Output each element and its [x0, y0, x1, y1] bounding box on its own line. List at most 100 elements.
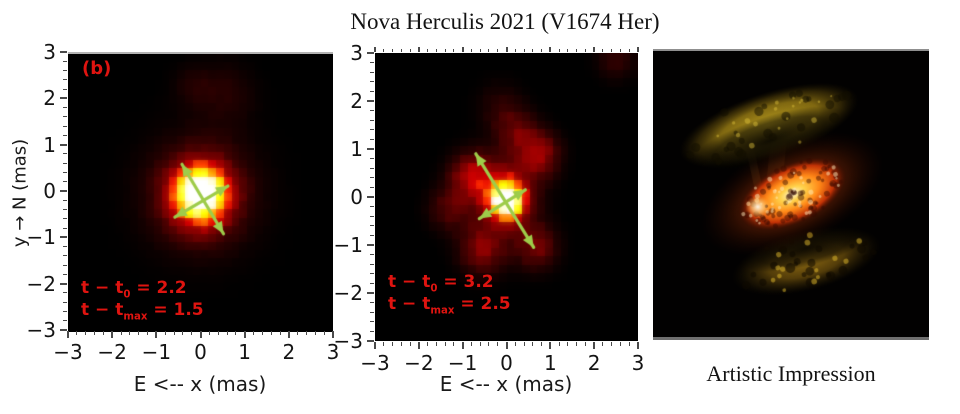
x-axis-top-tick [611, 49, 613, 52]
x-axis-tick [523, 342, 525, 346]
x-axis-tick [628, 342, 630, 346]
heatmap-canvas-epoch1 [68, 54, 333, 332]
y-axis-tick [367, 340, 374, 342]
y-axis-tick [63, 107, 67, 109]
artistic-impression-canvas [653, 51, 929, 337]
x-axis-top-tick [444, 49, 446, 52]
y-axis-tick [370, 119, 374, 121]
x-axis-tick [306, 331, 307, 335]
x-tick-label: 0 [500, 351, 513, 375]
x-axis-tick [287, 331, 290, 338]
y-axis-tick [63, 199, 67, 201]
x-axis-tick [417, 342, 420, 349]
y-tick-label: −3 [26, 318, 56, 342]
y-tick-label: 2 [350, 89, 363, 113]
annotation-text: t − t [81, 299, 124, 320]
y-axis-tick [370, 206, 374, 208]
y-axis-tick [370, 81, 374, 83]
x-axis-tick [461, 342, 464, 349]
y-tick-label: −1 [26, 225, 56, 250]
y-axis-tick [370, 273, 374, 275]
y-axis-tick [63, 181, 67, 183]
y-axis-tick [63, 246, 67, 248]
x-axis-top-tick [541, 49, 543, 52]
epoch-annotation: t − t0 = 2.2 t − tmax = 1.5 [81, 277, 204, 323]
x-tick-label: 1 [238, 340, 252, 364]
annotation-text: = 2.2 [130, 277, 187, 298]
x-axis-top-tick [532, 49, 534, 52]
y-tick-label: −2 [333, 281, 363, 305]
y-axis-tick [63, 301, 67, 303]
x-axis-tick [76, 331, 78, 335]
x-axis-top-tick [505, 47, 508, 52]
x-axis-top-tick [470, 49, 472, 52]
y-axis-tick [367, 292, 374, 294]
x-axis-tick [182, 331, 184, 335]
y-axis-tick [370, 138, 374, 140]
x-axis-tick [505, 342, 508, 349]
y-axis-tick [63, 70, 67, 72]
annotation-subscript: 0 [123, 289, 131, 301]
x-axis-tick [208, 331, 210, 335]
y-axis-tick [367, 148, 374, 150]
x-axis-tick [497, 342, 499, 346]
x-tick-label: 3 [326, 340, 340, 364]
artistic-impression-panel [653, 49, 929, 340]
y-axis-tick [370, 311, 374, 313]
y-axis-tick [63, 273, 67, 275]
x-axis-tick [253, 331, 254, 335]
x-axis-top-tick [523, 49, 525, 52]
x-axis-top-tick [567, 49, 569, 52]
annotation-subscript: 0 [430, 283, 438, 295]
y-axis-tick [370, 234, 374, 236]
x-axis-tick [129, 331, 131, 335]
x-axis-tick [567, 342, 569, 346]
x-tick-label: −2 [97, 340, 127, 364]
x-axis-top-tick [374, 47, 376, 52]
y-axis-tick [63, 88, 67, 90]
annotation-text: = 2.5 [454, 293, 511, 314]
x-axis-top-tick [637, 47, 639, 52]
x-axis-tick [67, 331, 69, 338]
annotation-line: t − tmax = 1.5 [81, 299, 204, 323]
x-axis-tick [541, 342, 543, 346]
x-axis-tick [444, 342, 446, 346]
y-axis-tick [370, 62, 374, 64]
x-axis-tick [619, 342, 621, 346]
epoch-annotation: t − t0 = 3.2 t − tmax = 2.5 [388, 272, 511, 317]
x-axis-top-tick [435, 49, 437, 52]
x-axis-tick [323, 331, 325, 335]
x-axis-tick [470, 342, 472, 346]
x-axis-tick [217, 331, 219, 335]
y-axis-tick [63, 79, 67, 81]
x-tick-label: 1 [543, 351, 557, 375]
y-tick-label: −1 [333, 233, 363, 257]
y-axis-tick [370, 225, 374, 227]
x-axis-tick [488, 342, 490, 346]
y-axis-tick [63, 310, 67, 312]
y-axis-tick [60, 282, 67, 285]
y-axis-tick [60, 97, 67, 100]
x-axis-tick [270, 331, 272, 335]
x-axis-tick [297, 331, 299, 335]
y-tick-label: 2 [43, 86, 56, 111]
y-axis-tick [63, 218, 67, 220]
y-axis-tick [367, 244, 374, 246]
panel-label: (b) [82, 58, 112, 79]
y-axis-tick [63, 125, 67, 127]
y-axis-tick [370, 177, 374, 179]
y-axis-tick [63, 153, 67, 155]
artistic-caption: Artistic Impression [706, 361, 876, 386]
x-axis-tick [111, 331, 114, 338]
x-axis-tick [374, 342, 376, 349]
x-axis-top-tick [409, 49, 411, 52]
y-axis-tick [370, 186, 374, 188]
x-axis-tick [243, 331, 246, 338]
x-axis-tick [611, 342, 613, 346]
y-tick-label: 3 [350, 41, 363, 65]
x-tick-label: 2 [282, 340, 296, 364]
x-axis-top-tick [479, 49, 481, 52]
y-axis-tick [370, 302, 374, 304]
y-tick-label: 1 [350, 137, 363, 161]
